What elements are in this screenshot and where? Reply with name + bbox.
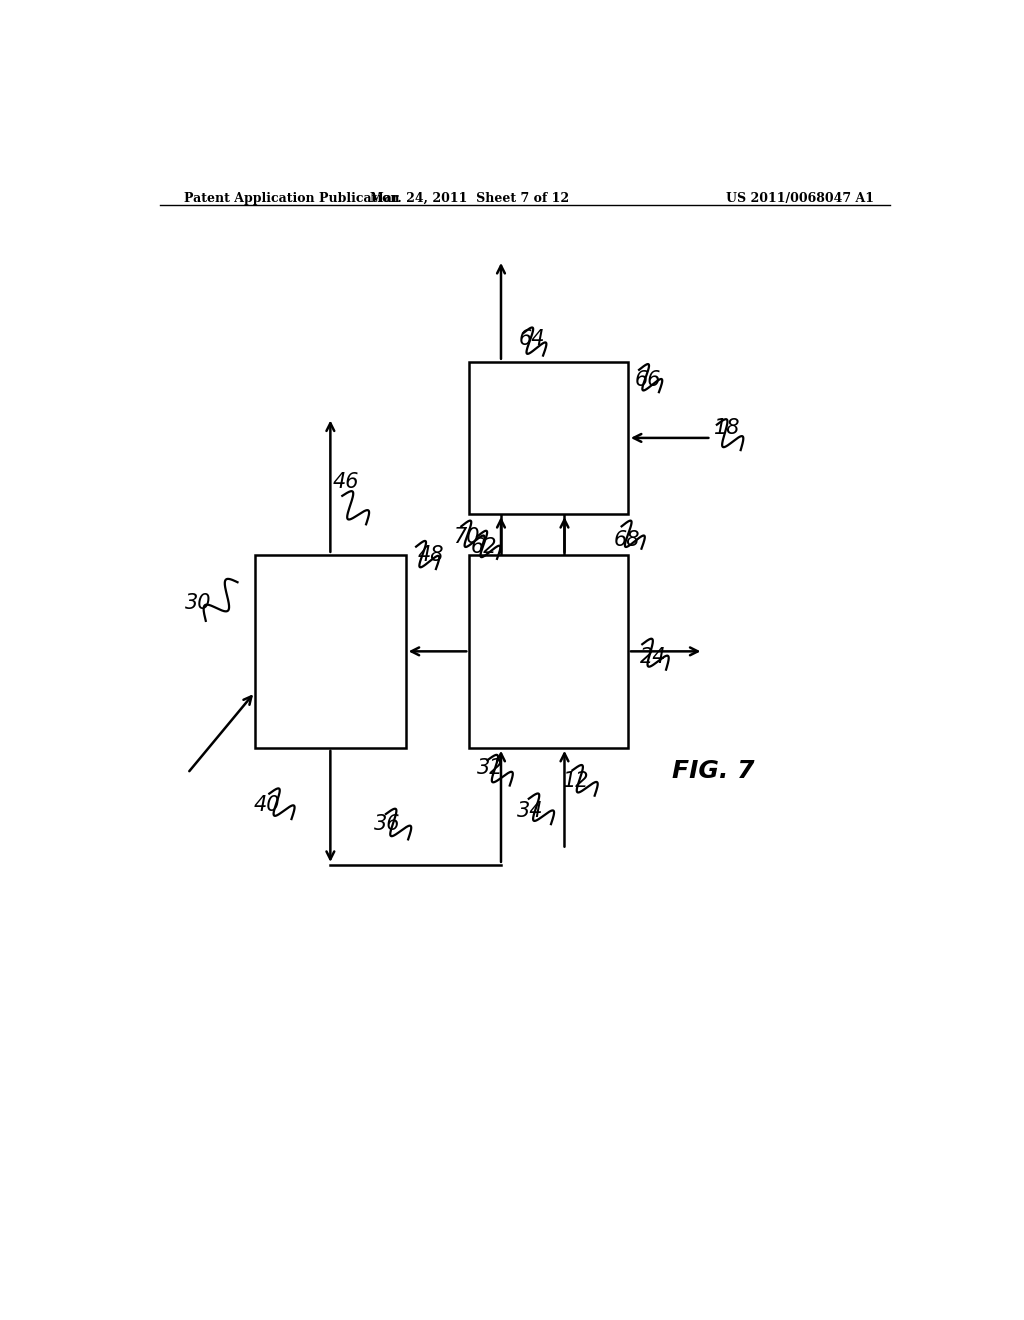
Text: 68: 68 (613, 529, 640, 549)
Text: Mar. 24, 2011  Sheet 7 of 12: Mar. 24, 2011 Sheet 7 of 12 (370, 191, 568, 205)
Text: 40: 40 (253, 795, 280, 814)
Text: 32: 32 (477, 759, 504, 779)
Text: 36: 36 (374, 814, 400, 834)
Text: 18: 18 (714, 418, 740, 438)
Text: 66: 66 (634, 370, 660, 391)
Text: Patent Application Publication: Patent Application Publication (183, 191, 399, 205)
Bar (255, 554, 406, 748)
Text: 24: 24 (640, 647, 667, 667)
Text: 46: 46 (333, 471, 359, 492)
Text: 48: 48 (418, 545, 444, 565)
Text: US 2011/0068047 A1: US 2011/0068047 A1 (726, 191, 873, 205)
Text: 62: 62 (471, 537, 498, 557)
Text: 12: 12 (563, 771, 590, 791)
Text: 70: 70 (454, 527, 480, 546)
Text: 64: 64 (518, 330, 545, 350)
Bar (469, 554, 628, 748)
Text: 30: 30 (185, 593, 212, 612)
Text: FIG. 7: FIG. 7 (672, 759, 754, 784)
Bar (469, 362, 628, 515)
Text: 34: 34 (517, 801, 544, 821)
